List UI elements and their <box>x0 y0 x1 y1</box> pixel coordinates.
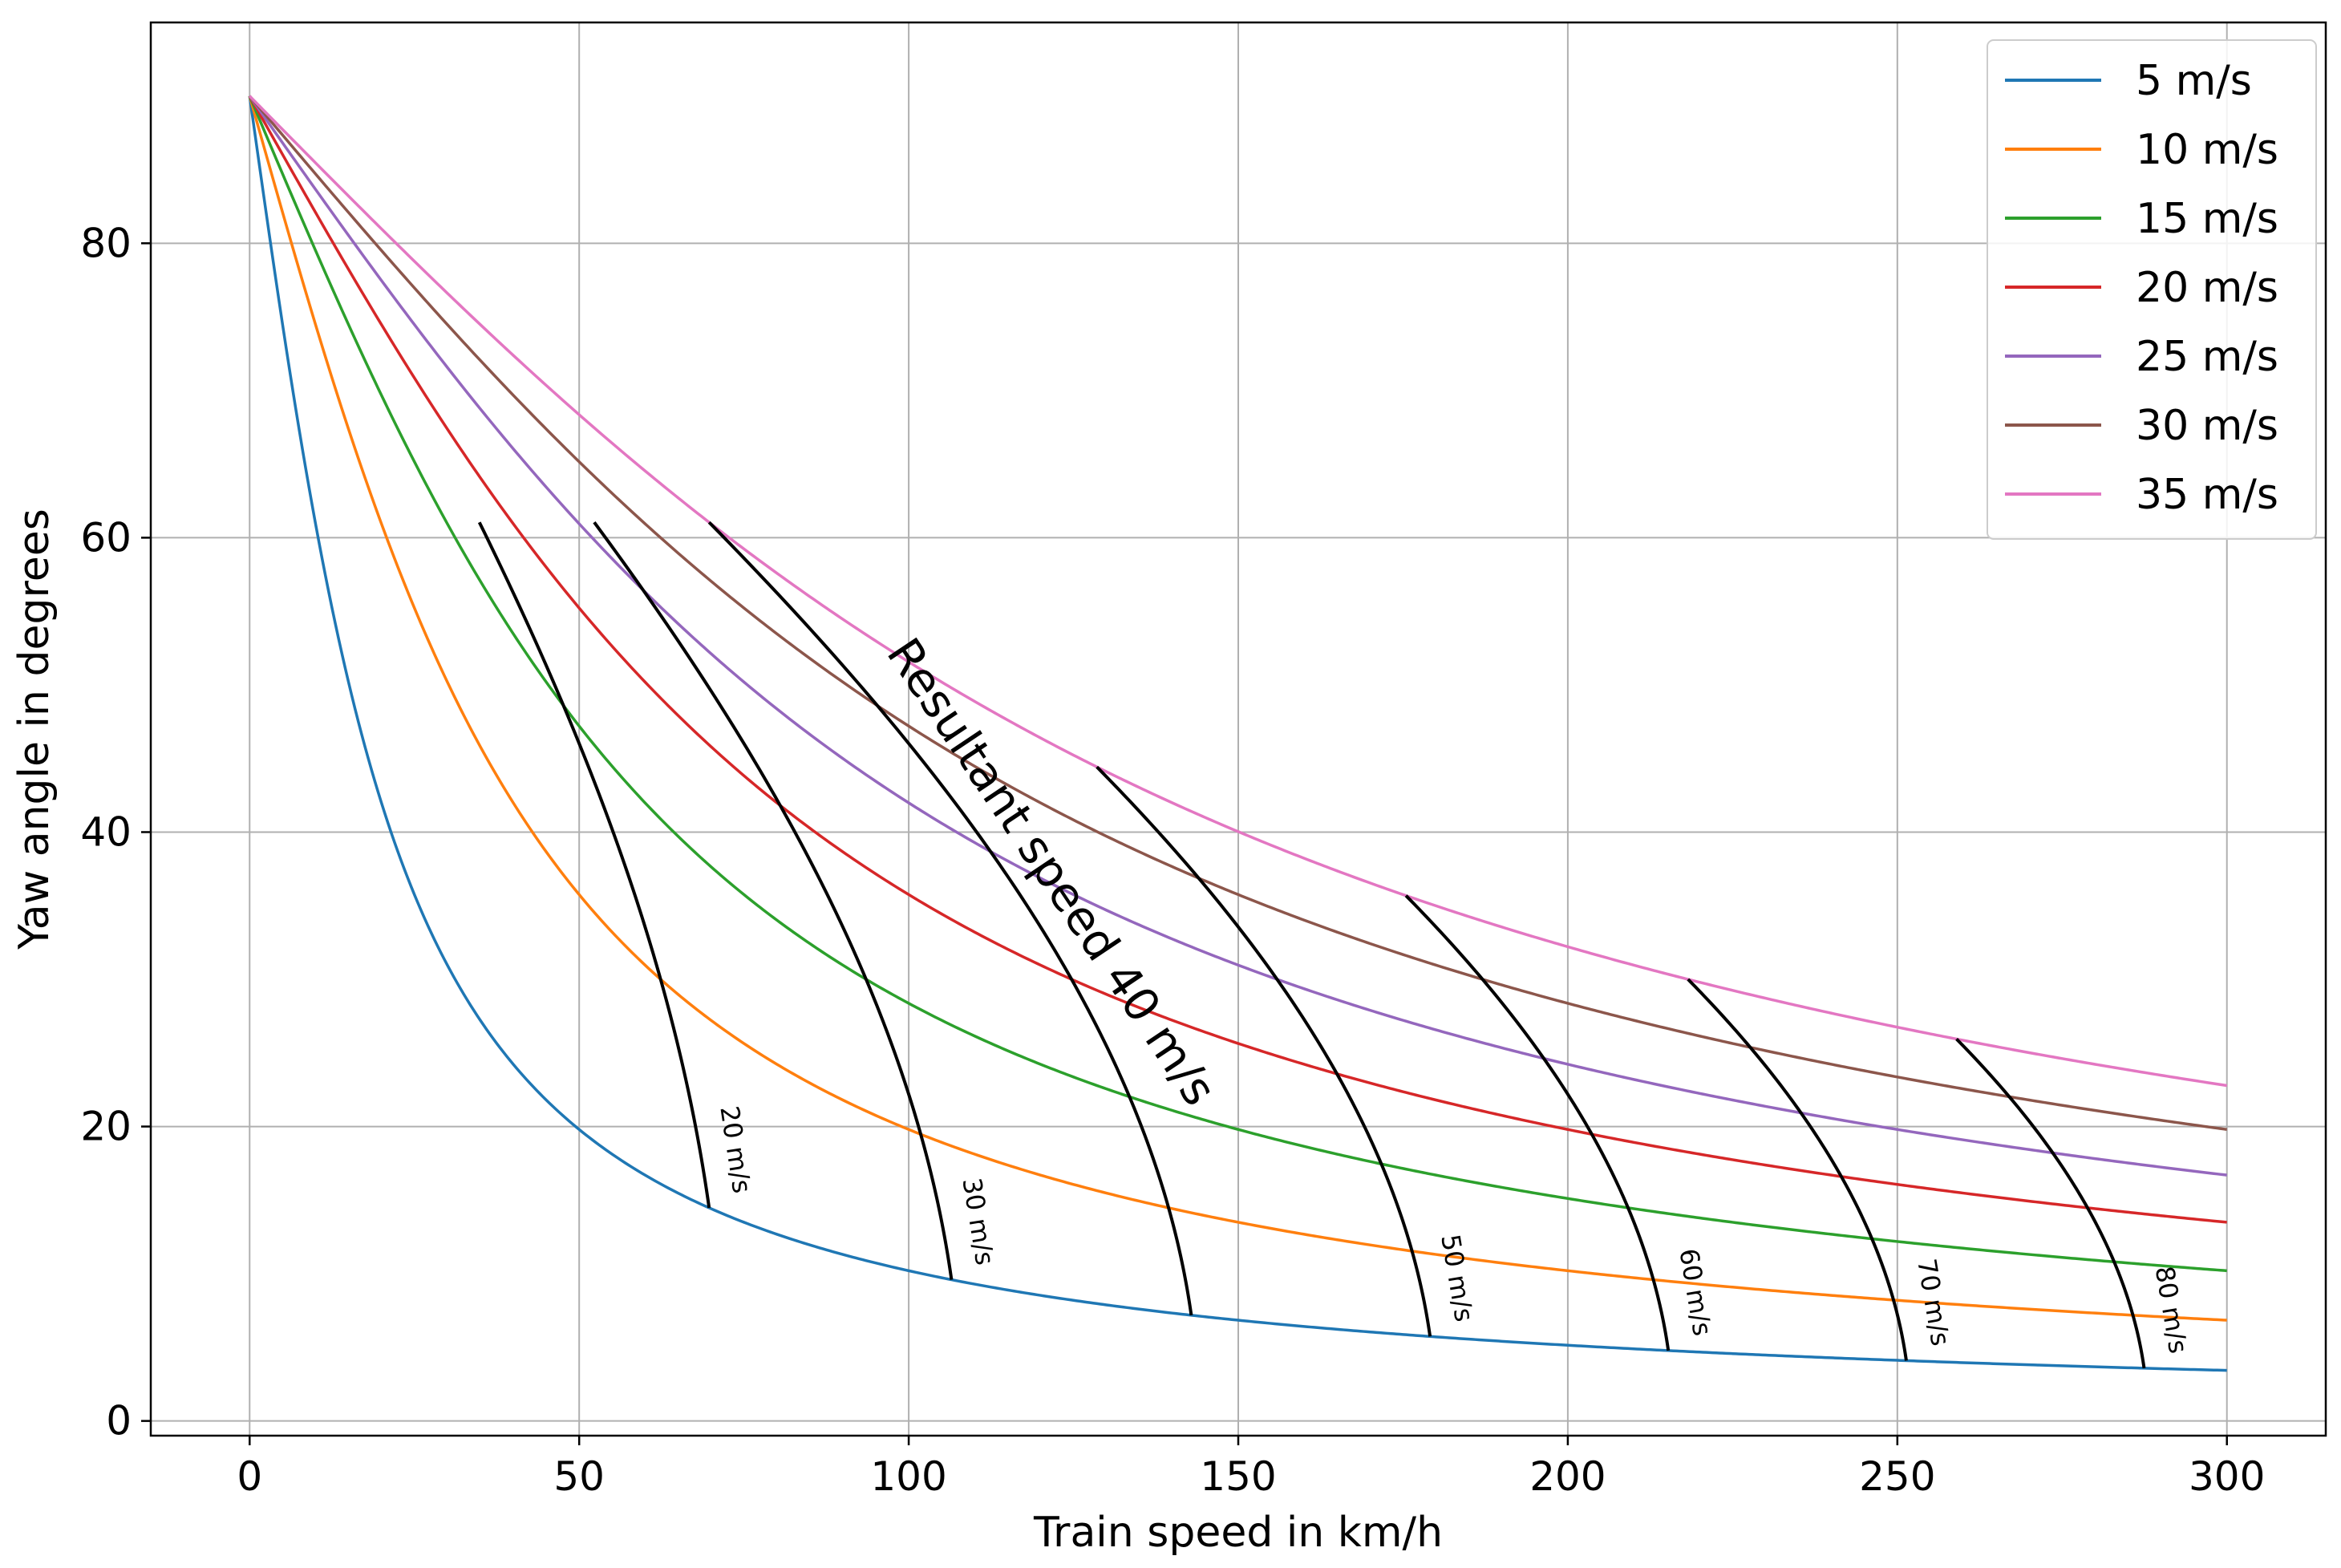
x-tick-label: 100 <box>870 1453 946 1500</box>
legend-box <box>1987 39 2317 540</box>
series-line-10-ms <box>248 95 2227 1322</box>
y-tick-label: 0 <box>106 1398 132 1444</box>
resultant-line-80-ms <box>1955 1038 2146 1369</box>
legend-label-10-ms: 10 m/s <box>2136 126 2278 174</box>
series-line-35-ms <box>249 95 2227 1088</box>
series-line-20-ms <box>248 95 2227 1224</box>
x-tick-label: 50 <box>553 1453 605 1500</box>
y-axis-title: Yaw angle in degrees <box>10 508 59 950</box>
series-line-30-ms <box>248 95 2227 1131</box>
resultant-line-70-ms <box>1687 978 1908 1361</box>
legend: 5 m/s 10 m/s 15 m/s 20 m/s 25 m/s 30 m/s 35 m/… <box>1987 39 2317 540</box>
series-line-25-ms <box>248 95 2227 1177</box>
x-tick-label: 200 <box>1529 1453 1606 1500</box>
legend-label-5-ms: 5 m/s <box>2136 57 2252 105</box>
series-line-5-ms <box>248 95 2227 1372</box>
y-tick-label: 20 <box>80 1104 132 1150</box>
resultant-line-50-ms <box>1096 765 1432 1337</box>
series-line-15-ms <box>248 95 2227 1273</box>
x-axis-title: Train speed in km/h <box>1033 1509 1443 1557</box>
legend-label-20-ms: 20 m/s <box>2136 264 2278 312</box>
resultant-line-60-ms <box>1404 894 1671 1351</box>
y-tick-label: 60 <box>80 514 132 561</box>
resultant-line-40-ms <box>707 521 1193 1316</box>
legend-label-15-ms: 15 m/s <box>2136 195 2278 243</box>
tick-layer: 0 50 100 150 200 250 300 0 20 40 60 80 <box>80 220 2265 1500</box>
x-tick-label: 0 <box>237 1453 262 1500</box>
x-tick-label: 300 <box>2189 1453 2265 1500</box>
legend-label-30-ms: 30 m/s <box>2136 402 2278 450</box>
resultant-speed-layer <box>477 521 2146 1369</box>
x-tick-label: 150 <box>1200 1453 1276 1500</box>
legend-label-25-ms: 25 m/s <box>2136 333 2278 381</box>
legend-label-35-ms: 35 m/s <box>2136 471 2278 519</box>
series-layer <box>248 95 2227 1372</box>
y-tick-label: 80 <box>80 220 132 266</box>
resultant-line-30-ms <box>593 521 954 1280</box>
resultant-line-20-ms <box>477 521 711 1209</box>
x-tick-label: 250 <box>1859 1453 1935 1500</box>
y-tick-label: 40 <box>80 808 132 855</box>
